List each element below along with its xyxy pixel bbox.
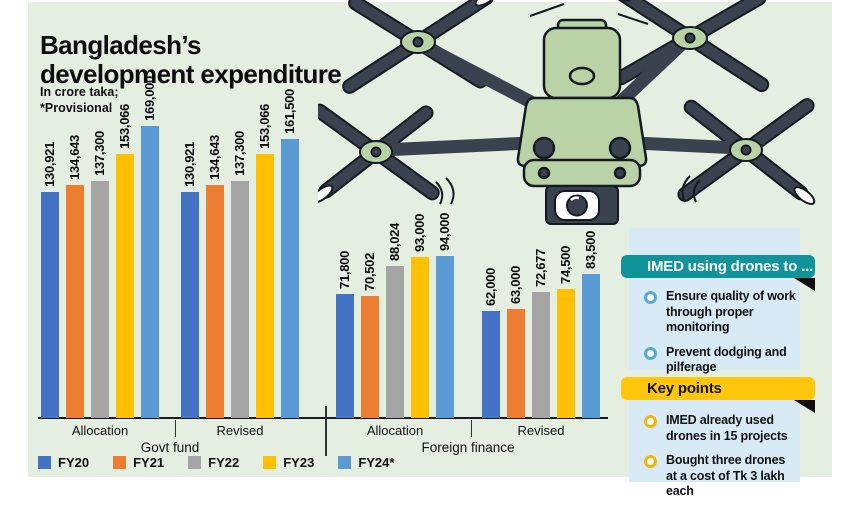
page-title: Bangladesh’s development expenditure	[40, 30, 342, 90]
key-points-header: Key points	[621, 377, 815, 413]
drone-camera	[545, 185, 619, 225]
bullet-text: IMED already used drones in 15 projects	[666, 413, 796, 444]
imed-panel	[629, 228, 800, 370]
imed-bullet-list: Ensure quality of work through proper mo…	[644, 289, 796, 385]
list-item: Bought three drones at a cost of Tk 3 la…	[644, 453, 796, 500]
list-item: IMED already used drones in 15 projects	[644, 413, 796, 444]
chart-unit-note: In crore taka; *Provisional	[40, 85, 119, 115]
bullet-icon	[644, 291, 657, 304]
bullet-icon	[644, 346, 657, 360]
bullet-text: Ensure quality of work through proper mo…	[666, 289, 796, 334]
key-points-panel	[629, 388, 800, 482]
bullet-text-bold: 3	[750, 468, 758, 483]
key-points-bullet-list: IMED already used drones in 15 projects …	[644, 413, 796, 509]
bullet-text-post: projects	[737, 428, 788, 443]
drone-illustration	[318, 0, 816, 225]
bullet-icon	[644, 415, 657, 428]
key-points-header-label: Key points	[647, 380, 722, 397]
bullet-text-pre: IMED already used drones in	[666, 413, 774, 443]
list-item: Prevent dodging and pilferage	[644, 345, 796, 376]
bullet-text: Prevent dodging and pilferage	[666, 344, 787, 375]
drone-motion-lines	[435, 3, 701, 205]
bullet-text-bold: 15	[723, 428, 738, 443]
list-item: Ensure quality of work through proper mo…	[644, 289, 796, 336]
bullet-text: Bought three drones at a cost of Tk 3 la…	[666, 453, 796, 500]
drone-body	[516, 18, 648, 188]
bullet-text-pre: Bought three drones at a cost of Tk	[666, 453, 786, 483]
imed-panel-header: IMED using drones to ...	[621, 255, 815, 291]
bullet-icon	[644, 455, 657, 468]
drone-rotor-hubs	[359, 26, 763, 164]
imed-panel-header-label: IMED using drones to ...	[647, 258, 814, 275]
